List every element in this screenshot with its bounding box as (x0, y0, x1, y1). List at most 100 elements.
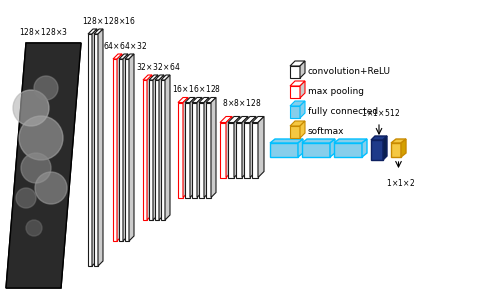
Polygon shape (88, 29, 97, 34)
Polygon shape (242, 117, 248, 178)
Circle shape (35, 172, 67, 204)
Polygon shape (290, 106, 300, 118)
Polygon shape (147, 75, 152, 220)
Polygon shape (159, 75, 164, 220)
Polygon shape (155, 80, 159, 220)
Polygon shape (290, 126, 300, 138)
Polygon shape (117, 54, 122, 241)
Circle shape (19, 116, 63, 160)
Polygon shape (125, 59, 129, 241)
Text: convolution+ReLU: convolution+ReLU (308, 68, 391, 77)
Polygon shape (383, 136, 387, 160)
Polygon shape (125, 54, 134, 59)
Polygon shape (197, 97, 202, 198)
Polygon shape (161, 75, 170, 80)
Polygon shape (236, 117, 248, 122)
Polygon shape (228, 122, 234, 178)
Text: softmax: softmax (308, 128, 345, 136)
Polygon shape (290, 66, 300, 78)
Polygon shape (206, 103, 211, 198)
Circle shape (34, 76, 58, 100)
Polygon shape (371, 136, 387, 140)
Polygon shape (161, 80, 165, 220)
Polygon shape (155, 75, 164, 80)
Polygon shape (362, 139, 367, 157)
Polygon shape (199, 103, 204, 198)
Circle shape (21, 153, 51, 183)
Circle shape (26, 220, 42, 236)
Polygon shape (330, 139, 335, 157)
Polygon shape (334, 139, 367, 143)
Text: $128\!\times\!128\!\times\!16$: $128\!\times\!128\!\times\!16$ (83, 15, 137, 26)
Circle shape (16, 188, 36, 208)
Polygon shape (302, 139, 335, 143)
Polygon shape (226, 117, 232, 178)
Polygon shape (119, 59, 123, 241)
Text: max pooling: max pooling (308, 88, 364, 97)
Text: $1\!\times\!1\!\times\!512$: $1\!\times\!1\!\times\!512$ (361, 107, 401, 118)
Polygon shape (290, 86, 300, 98)
Polygon shape (165, 75, 170, 220)
Polygon shape (153, 75, 158, 220)
Polygon shape (94, 29, 103, 34)
Polygon shape (88, 34, 92, 266)
Polygon shape (123, 54, 128, 241)
Polygon shape (270, 139, 303, 143)
Polygon shape (228, 117, 240, 122)
Polygon shape (252, 122, 258, 178)
Polygon shape (270, 143, 298, 157)
Polygon shape (149, 75, 158, 80)
Polygon shape (149, 80, 153, 220)
Polygon shape (143, 75, 152, 80)
Text: $64\!\times\!64\!\times\!32$: $64\!\times\!64\!\times\!32$ (103, 40, 148, 51)
Polygon shape (244, 122, 250, 178)
Polygon shape (300, 121, 305, 138)
Polygon shape (290, 61, 305, 66)
Polygon shape (143, 80, 147, 220)
Polygon shape (220, 122, 226, 178)
Text: $16\!\times\!16\!\times\!128$: $16\!\times\!16\!\times\!128$ (172, 83, 222, 94)
Polygon shape (119, 54, 128, 59)
Polygon shape (220, 117, 232, 122)
Text: $1\!\times\!1\!\times\!2$: $1\!\times\!1\!\times\!2$ (386, 177, 415, 188)
Text: fully connected: fully connected (308, 108, 378, 117)
Polygon shape (300, 61, 305, 78)
Polygon shape (192, 97, 202, 103)
Polygon shape (178, 103, 183, 198)
Text: $32\!\times\!32\!\times\!64$: $32\!\times\!32\!\times\!64$ (136, 61, 181, 72)
Polygon shape (206, 97, 216, 103)
Polygon shape (129, 54, 134, 241)
Polygon shape (211, 97, 216, 198)
Polygon shape (300, 101, 305, 118)
Polygon shape (244, 117, 256, 122)
Polygon shape (302, 143, 330, 157)
Text: $8\!\times\!8\!\times\!128$: $8\!\times\!8\!\times\!128$ (222, 97, 262, 108)
Polygon shape (236, 122, 242, 178)
Polygon shape (178, 97, 188, 103)
Polygon shape (190, 97, 195, 198)
Polygon shape (199, 97, 209, 103)
Polygon shape (298, 139, 303, 157)
Polygon shape (113, 54, 122, 59)
Polygon shape (290, 81, 305, 86)
Polygon shape (185, 103, 190, 198)
Polygon shape (290, 101, 305, 106)
Polygon shape (371, 140, 383, 160)
Polygon shape (6, 43, 81, 288)
Polygon shape (6, 43, 81, 288)
Polygon shape (234, 117, 240, 178)
Polygon shape (300, 81, 305, 98)
Text: $128\!\times\!128\!\times\!3$: $128\!\times\!128\!\times\!3$ (19, 26, 68, 37)
Polygon shape (204, 97, 209, 198)
Polygon shape (185, 97, 195, 103)
Polygon shape (98, 29, 103, 266)
Polygon shape (391, 143, 401, 157)
Polygon shape (252, 117, 264, 122)
Polygon shape (334, 143, 362, 157)
Polygon shape (183, 97, 188, 198)
Polygon shape (92, 29, 97, 266)
Polygon shape (94, 34, 98, 266)
Polygon shape (192, 103, 197, 198)
Polygon shape (401, 139, 406, 157)
Polygon shape (258, 117, 264, 178)
